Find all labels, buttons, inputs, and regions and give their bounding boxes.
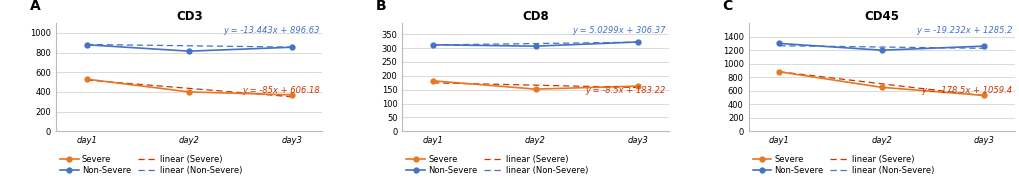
Text: y = 5.0299x + 306.37: y = 5.0299x + 306.37 [572, 26, 665, 35]
Text: y = -19.232x + 1285.2: y = -19.232x + 1285.2 [915, 26, 1011, 35]
Legend: Severe, Non-Severe, linear (Severe), linear (Non-Severe): Severe, Non-Severe, linear (Severe), lin… [60, 155, 242, 175]
Title: CD3: CD3 [176, 10, 203, 23]
Title: CD45: CD45 [863, 10, 899, 23]
Text: y = -178.5x + 1059.4: y = -178.5x + 1059.4 [920, 86, 1011, 95]
Text: C: C [721, 0, 732, 13]
Text: A: A [30, 0, 40, 13]
Text: y = -85x + 606.18: y = -85x + 606.18 [242, 86, 319, 95]
Legend: Severe, Non-Severe, linear (Severe), linear (Non-Severe): Severe, Non-Severe, linear (Severe), lin… [407, 155, 588, 175]
Text: y = -8.5x + 183.22: y = -8.5x + 183.22 [585, 86, 665, 95]
Title: CD8: CD8 [522, 10, 548, 23]
Text: B: B [375, 0, 386, 13]
Legend: Severe, Non-Severe, linear (Severe), linear (Non-Severe): Severe, Non-Severe, linear (Severe), lin… [752, 155, 933, 175]
Text: y = -13.443x + 896.63: y = -13.443x + 896.63 [223, 26, 319, 35]
